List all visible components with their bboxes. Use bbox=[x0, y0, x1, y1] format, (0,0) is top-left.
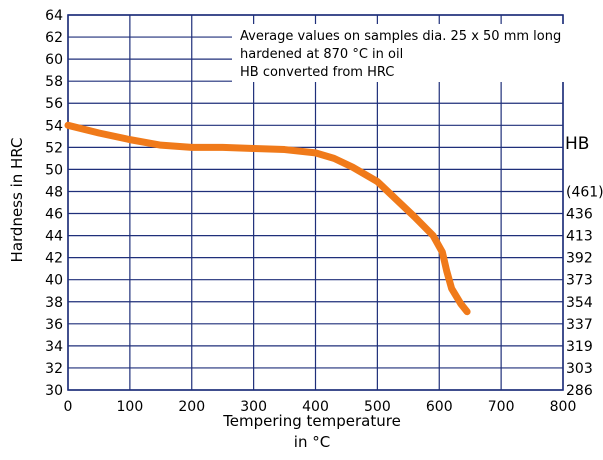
x-tick-label: 600 bbox=[426, 399, 453, 415]
x-tick-label: 100 bbox=[117, 399, 144, 415]
y-tick-labels: 30 32 34 36 38 40 42 44 46 48 50 52 54 56 58 60 62 64 bbox=[45, 8, 63, 399]
y-tick-label: 34 bbox=[45, 339, 63, 355]
y-tick-label: 30 bbox=[45, 383, 63, 399]
plot-frame bbox=[67, 14, 564, 391]
y-tick-label: 48 bbox=[45, 184, 63, 200]
y-tick-label: 58 bbox=[45, 74, 63, 90]
hb-tick-label: 413 bbox=[566, 229, 593, 245]
y-tick-label: 42 bbox=[45, 251, 63, 267]
y-tick-label: 40 bbox=[45, 273, 63, 289]
y-tick-label: 46 bbox=[45, 207, 63, 223]
y-tick-label: 36 bbox=[45, 317, 63, 333]
y-tick-label: 64 bbox=[45, 8, 63, 24]
x-tick-label: 200 bbox=[178, 399, 205, 415]
y-tick-label: 50 bbox=[45, 162, 63, 178]
hb-tick-label: 354 bbox=[566, 295, 593, 311]
y-tick-label: 60 bbox=[45, 52, 63, 68]
y-tick-label: 62 bbox=[45, 30, 63, 46]
x-tick-label: 700 bbox=[488, 399, 515, 415]
y-axis-title: Hardness in HRC bbox=[8, 138, 26, 263]
annotation-box: Average values on samples dia. 25 x 50 m… bbox=[232, 24, 600, 82]
x-axis-title-line-2: in °C bbox=[294, 433, 330, 451]
x-tick-label: 400 bbox=[302, 399, 329, 415]
y-tick-label: 54 bbox=[45, 118, 63, 134]
y-tick-label: 32 bbox=[45, 361, 63, 377]
y-tick-label: 56 bbox=[45, 96, 63, 112]
series-layer bbox=[64, 121, 471, 316]
hb-scale: (461) 436 413 392 373 354 337 319 303 286 bbox=[566, 184, 603, 399]
x-tick-label: 500 bbox=[364, 399, 391, 415]
x-tick-labels: 0 100 200 300 400 500 600 700 800 bbox=[64, 399, 577, 415]
annotation-background bbox=[232, 24, 600, 82]
hardness-curve bbox=[64, 121, 471, 316]
hb-tick-label: 373 bbox=[566, 273, 593, 289]
y-tick-label: 52 bbox=[45, 140, 63, 156]
hb-tick-label: 337 bbox=[566, 317, 593, 333]
annotation-line: hardened at 870 °C in oil bbox=[240, 47, 403, 62]
x-tick-label: 800 bbox=[550, 399, 577, 415]
hb-tick-label: 436 bbox=[566, 207, 593, 223]
y-tick-label: 38 bbox=[45, 295, 63, 311]
x-tick-label: 300 bbox=[240, 399, 267, 415]
hb-axis-title: HB bbox=[565, 134, 589, 154]
annotation-line: Average values on samples dia. 25 x 50 m… bbox=[240, 29, 561, 44]
hb-tick-label: 319 bbox=[566, 339, 593, 355]
annotation-line: HB converted from HRC bbox=[240, 65, 394, 80]
x-axis-title-line-1: Tempering temperature bbox=[222, 412, 401, 430]
y-tick-label: 44 bbox=[45, 229, 63, 245]
x-tick-label: 0 bbox=[64, 399, 73, 415]
hb-tick-label: 392 bbox=[566, 251, 593, 267]
hb-tick-label: 286 bbox=[566, 383, 593, 399]
hb-tick-label: (461) bbox=[566, 184, 603, 200]
hb-tick-label: 303 bbox=[566, 361, 593, 377]
